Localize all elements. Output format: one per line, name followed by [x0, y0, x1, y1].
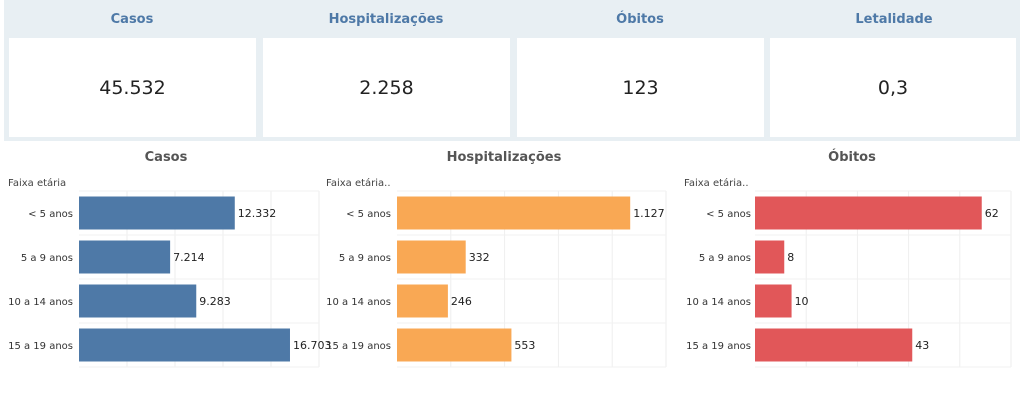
kpi-title-obitos: Óbitos — [616, 12, 664, 27]
bar-casos[interactable] — [79, 328, 290, 362]
category-label: 5 a 9 anos — [699, 253, 751, 264]
chart-title-obitos: Óbitos — [828, 150, 876, 165]
bar-hospitalizacoes[interactable] — [397, 284, 448, 318]
bar-obitos[interactable] — [755, 328, 913, 362]
kpi-card-casos[interactable]: 45.532 — [9, 38, 256, 137]
category-label: 15 a 19 anos — [686, 341, 751, 352]
bar-obitos[interactable] — [755, 240, 785, 274]
kpi-value-casos: 45.532 — [99, 76, 166, 99]
category-label: 5 a 9 anos — [339, 253, 391, 264]
bar-chart-obitos: Faixa etária.. < 5 anos 62 5 a 9 anos 8 10 a … — [684, 177, 1012, 368]
bar-hospitalizacoes[interactable] — [397, 196, 631, 230]
data-label: 553 — [514, 339, 535, 352]
axis-title-hospitalizacoes: Faixa etária.. — [326, 177, 391, 189]
axis-title-casos: Faixa etária — [8, 177, 66, 189]
bar-casos[interactable] — [79, 196, 235, 230]
bar-casos[interactable] — [79, 284, 197, 318]
axis-title-obitos: Faixa etária.. — [684, 177, 749, 189]
kpi-title-casos: Casos — [110, 12, 154, 27]
bar-obitos[interactable] — [755, 196, 982, 230]
data-label: 8 — [787, 251, 794, 264]
category-label: 15 a 19 anos — [8, 341, 73, 352]
bar-chart-hospitalizacoes: Faixa etária.. < 5 anos 1.127 5 a 9 anos 332… — [326, 177, 667, 368]
category-label: < 5 anos — [28, 209, 73, 220]
data-label: 9.283 — [199, 295, 231, 308]
data-label: 62 — [985, 207, 999, 220]
data-label: 1.127 — [633, 207, 665, 220]
chart-title-casos: Casos — [144, 150, 188, 165]
data-label: 16.703 — [293, 339, 332, 352]
data-label: 12.332 — [238, 207, 277, 220]
bar-obitos[interactable] — [755, 284, 792, 318]
data-label: 43 — [915, 339, 929, 352]
kpi-card-hospitalizacoes[interactable]: 2.258 — [263, 38, 510, 137]
category-label: 5 a 9 anos — [21, 253, 73, 264]
kpi-card-obitos[interactable]: 123 — [517, 38, 764, 137]
data-label: 10 — [795, 295, 809, 308]
bar-chart-casos: Faixa etária < 5 anos 12.332 5 a 9 anos 7.21… — [8, 177, 331, 368]
bar-casos[interactable] — [79, 240, 171, 274]
category-label: < 5 anos — [346, 209, 391, 220]
kpi-value-obitos: 123 — [622, 76, 659, 99]
category-label: 10 a 14 anos — [686, 297, 751, 308]
data-label: 246 — [451, 295, 472, 308]
data-label: 332 — [469, 251, 490, 264]
category-label: 10 a 14 anos — [8, 297, 73, 308]
kpi-title-hospitalizacoes: Hospitalizações — [328, 12, 444, 27]
kpi-card-letalidade[interactable]: 0,3 — [770, 38, 1016, 137]
data-label: 7.214 — [173, 251, 205, 264]
category-label: 10 a 14 anos — [326, 297, 391, 308]
bar-hospitalizacoes[interactable] — [397, 240, 466, 274]
category-label: 15 a 19 anos — [326, 341, 391, 352]
bar-hospitalizacoes[interactable] — [397, 328, 512, 362]
category-label: < 5 anos — [706, 209, 751, 220]
kpi-value-hospitalizacoes: 2.258 — [359, 76, 414, 99]
kpi-title-letalidade: Letalidade — [855, 12, 933, 27]
kpi-value-letalidade: 0,3 — [877, 76, 909, 99]
chart-title-hospitalizacoes: Hospitalizações — [446, 150, 562, 165]
